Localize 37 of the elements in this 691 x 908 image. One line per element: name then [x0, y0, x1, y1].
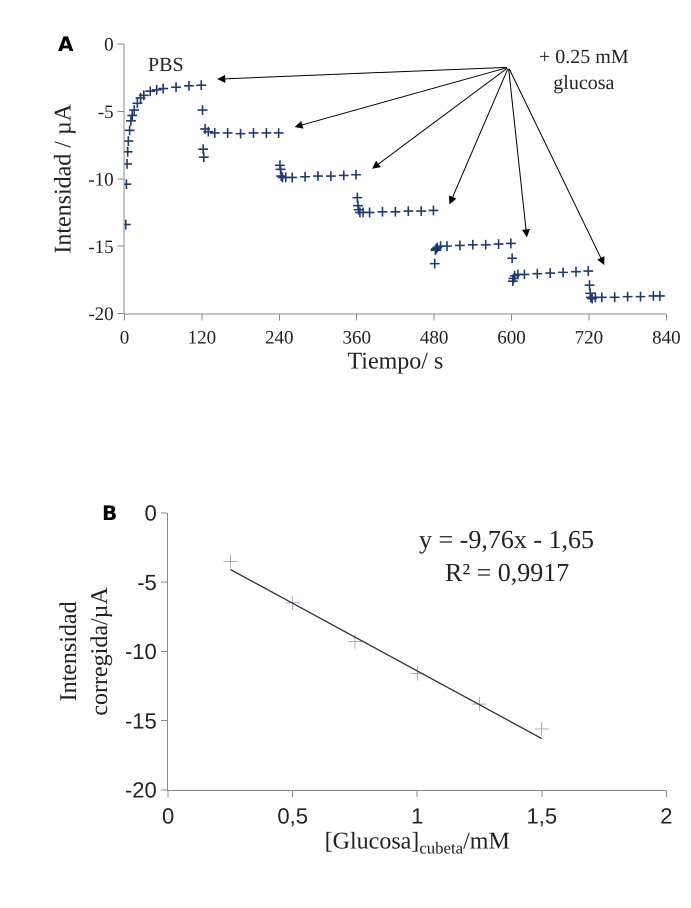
x-tick-label: 0: [162, 803, 174, 828]
y-tick-label: 0: [104, 34, 114, 56]
x-axis-title: [Glucosa]$_{cubeta}$/mM: [324, 828, 510, 858]
y-tick-label: -5: [137, 570, 157, 595]
point: [472, 696, 487, 712]
annotation: + 0.25 mM glucosa: [539, 46, 629, 94]
y-tick-label: -20: [124, 778, 157, 803]
y-tick-label: -15: [124, 708, 157, 734]
y-axis-title: Intensidad / µA: [50, 103, 76, 254]
y-axis-title: Intensidad corregida/µA: [56, 586, 114, 716]
point: [410, 666, 424, 681]
point: [534, 722, 550, 736]
y-tick-label: -5: [98, 102, 114, 124]
point: [285, 596, 300, 610]
x-tick-label: 2: [660, 803, 672, 828]
x-tick-label: 240: [265, 327, 294, 348]
x-tick-label: 480: [420, 327, 448, 348]
annotation: R² = 0,9917: [445, 558, 570, 587]
annotation: PBS: [148, 54, 184, 76]
x-axis-title: Tiempo/ s: [347, 348, 444, 375]
point: [223, 554, 238, 569]
text: B: [102, 501, 118, 525]
x-tick-label: 0,5: [277, 803, 308, 828]
annotation: y = -9,76x - 1,65: [419, 525, 594, 554]
x-tick-label: 360: [342, 327, 371, 348]
y-tick-label: -15: [88, 236, 114, 258]
y-tick-label: -10: [124, 639, 157, 664]
x-tick-label: 840: [652, 327, 681, 348]
y-tick-label: -20: [88, 304, 114, 326]
x-tick-label: 1: [411, 803, 424, 828]
x-tick-label: 600: [497, 327, 526, 348]
x-tick-label: 720: [574, 327, 604, 348]
y-tick-label: -10: [88, 169, 114, 190]
x-tick-label: 120: [188, 327, 216, 348]
y-tick-label: 0: [144, 500, 157, 526]
text: A: [58, 32, 74, 56]
x-tick-label: 1,5: [526, 803, 558, 828]
